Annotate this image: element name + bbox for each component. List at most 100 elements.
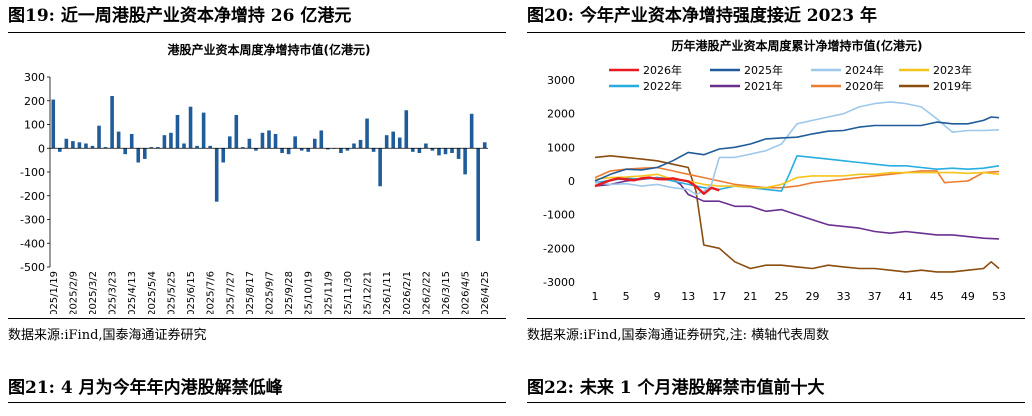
bar [182,143,186,149]
y-tick-label: -1000 [543,209,575,222]
bar [345,148,350,151]
x-tick-label: 2025/4/13 [127,271,138,314]
x-tick-label: 25 [774,290,788,303]
x-tick-label: 2026/2/22 [421,271,432,314]
bar [469,113,474,149]
bar [482,142,487,149]
bar [319,130,324,149]
bar [241,147,245,149]
legend-label: 2026年 [643,63,682,77]
x-tick-label: 2025/7/6 [206,271,217,314]
fig20-top-rule [527,32,1025,33]
bar [293,136,297,149]
bar [221,148,226,163]
bar [84,143,88,149]
x-tick-label: 2025/12/21 [363,271,374,314]
x-tick-label: 2025/11/9 [323,271,334,314]
y-tick-label: -400 [20,237,45,250]
x-tick-label: 2026/4/5 [461,271,472,314]
x-tick-label: 2026/1/11 [382,271,393,314]
bar [129,134,134,149]
y-tick-label: -100 [20,166,45,179]
x-tick-label: 2025/1/19 [49,271,60,314]
x-tick-label: 2025/10/19 [304,271,315,314]
x-tick-label: 2026/2/1 [402,271,413,314]
bar [456,148,461,159]
y-tick-label: 100 [24,119,45,132]
y-tick-label: -2000 [543,242,575,255]
fig19-source: 数据来源:iFind,国泰海通证券研究 [8,328,207,343]
bar [371,148,376,152]
fig19-bottom-rule [8,318,506,319]
bar [136,148,141,163]
legend-label: 2023年 [933,63,972,77]
bar [450,148,454,153]
chart-title: 港股产业资本周度净增持市值(亿港元) [168,42,371,57]
legend-label: 2021年 [744,79,783,93]
bar [234,115,239,149]
bar [378,148,382,187]
y-tick-label: 1000 [547,141,575,154]
bar [306,148,311,152]
series-line [594,101,1000,196]
bar [384,135,389,149]
fig21-title: 图21: 4 月为今年年内港股解禁低峰 [8,378,283,398]
x-tick-label: 2025/3/23 [108,271,119,314]
bar [116,131,121,149]
bar [214,148,219,202]
chart-title: 历年港股产业资本周度累计净增持市值(亿港元) [672,38,923,53]
legend-label: 2025年 [744,63,783,77]
y-tick-label: 300 [24,71,45,84]
x-tick-label: 2025/9/7 [265,271,276,314]
series-line [594,171,1000,189]
bar [162,135,167,149]
bar [430,148,435,151]
bar [175,115,180,149]
x-tick-label: 33 [837,290,851,303]
bar [286,148,291,155]
bar [260,132,265,149]
bar [254,148,258,151]
bar [397,137,402,149]
bar [123,148,127,155]
series-line [594,116,1000,182]
x-tick-label: 2025/3/2 [88,271,99,314]
x-tick-label: 53 [992,290,1006,303]
bar [195,145,199,149]
fig22-top-rule [527,402,1025,403]
bar [103,147,108,149]
bar [97,125,101,149]
bar [247,138,252,149]
bar [90,145,95,149]
series-line [594,166,1000,189]
x-tick-label: 45 [930,290,944,303]
bar [352,143,356,149]
x-tick-label: 1 [592,290,599,303]
fig22-title: 图22: 未来 1 个月港股解禁市值前十大 [527,378,825,398]
bar [280,148,284,153]
bar [339,148,343,153]
bar [417,148,422,153]
bar [156,147,160,149]
x-tick-label: 5 [623,290,630,303]
fig20-title: 图20: 今年产业资本净增持强度接近 2023 年 [527,6,878,26]
x-tick-label: 2025/5/25 [166,271,177,314]
x-tick-label: 13 [681,290,695,303]
y-tick-label: 0 [38,142,45,155]
cumulative-net-increase-line-chart: 历年港股产业资本周度累计净增持市值(亿港元) 3000 2000 1000 0 -1000… [543,38,1006,303]
legend-label: 2024年 [845,63,884,77]
fig20-bottom-rule [527,318,1025,319]
y-tick-label: -500 [20,261,45,274]
bar [149,147,154,149]
y-tick-label: 200 [24,95,45,108]
bar [365,118,369,149]
legend-label: 2020年 [845,79,884,93]
bar [411,148,415,152]
x-tick-label: 41 [899,290,913,303]
x-tick-label: 2026/3/15 [441,271,452,314]
y-tick-label: -3000 [543,276,575,289]
fig19-title: 图19: 近一周港股产业资本净增持 26 亿港元 [8,6,352,26]
y-tick-label: 0 [568,175,575,188]
legend-label: 2019年 [933,79,972,93]
bar [391,131,396,149]
